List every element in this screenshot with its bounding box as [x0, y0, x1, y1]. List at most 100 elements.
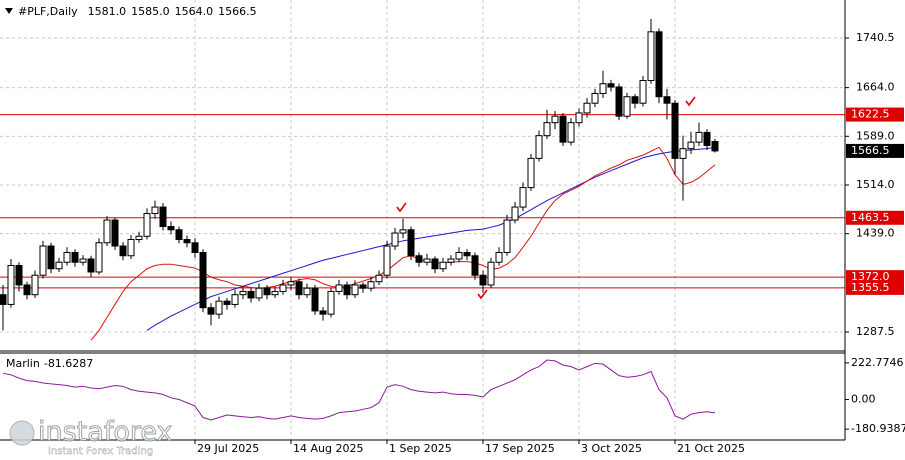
candle-body [455, 252, 463, 260]
candle-body [111, 219, 119, 247]
candle-body [263, 287, 271, 296]
x-tick-label: 3 Oct 2025 [581, 442, 642, 455]
candle-body [175, 229, 183, 241]
candle-body [87, 258, 95, 273]
candle-body [23, 284, 31, 296]
candle-body [343, 284, 351, 296]
tagline: Instant Forex Trading [48, 446, 153, 457]
moving-average [90, 146, 716, 341]
candle-body [223, 300, 231, 305]
candle-body [519, 187, 527, 208]
menu-triangle[interactable] [5, 8, 13, 14]
candle-body [167, 226, 175, 231]
candle-body [647, 31, 655, 81]
candle-body [239, 290, 247, 296]
watermark: instaforex Instant Forex Trading [9, 416, 173, 457]
checkmark [396, 202, 407, 213]
y-tick-label: 1287.5 [856, 325, 895, 338]
candle-body [639, 79, 647, 104]
candle-body [119, 245, 127, 257]
candle-body [39, 245, 47, 276]
candle-body [359, 284, 367, 289]
candle-body [303, 287, 311, 296]
y-tick-label: 1439.0 [856, 227, 895, 240]
candle-body [607, 83, 615, 88]
y-tick-label: 222.7746 [851, 356, 904, 369]
candle-body [703, 131, 711, 146]
level-label: 1355.5 [851, 281, 890, 294]
candle-body [423, 258, 431, 263]
candle-body [295, 281, 303, 296]
y-tick-label: -180.9387 [851, 422, 905, 435]
level-tag [846, 280, 904, 295]
candle-body [535, 135, 543, 159]
candle-body [247, 290, 255, 299]
candle-body [687, 141, 695, 150]
oscillator-line [2, 359, 716, 421]
candle-body [351, 284, 359, 296]
candle-body [143, 213, 151, 237]
candle-body [383, 245, 391, 276]
candle-body [367, 281, 375, 289]
candle-body [679, 148, 687, 159]
candle-body [319, 310, 327, 315]
candle-body [447, 258, 455, 263]
candle-body [71, 252, 79, 263]
candle-body [399, 229, 407, 234]
candle-body [215, 300, 223, 315]
candle-body [255, 287, 263, 299]
candle-body [583, 102, 591, 114]
candle-body [599, 83, 607, 94]
x-tick-label: 29 Jul 2025 [197, 442, 259, 455]
candle-body [663, 96, 671, 104]
y-tick-label: 1514.0 [856, 178, 895, 191]
candle-body [7, 264, 15, 305]
candle-body [591, 92, 599, 104]
moving-average [146, 146, 716, 331]
candle-body [287, 281, 295, 286]
candle-body [615, 86, 623, 117]
x-tick-label: 14 Aug 2025 [293, 442, 363, 455]
level-tag [846, 210, 904, 225]
y-tick-label: 1740.5 [856, 31, 895, 44]
level-tag [846, 270, 904, 285]
candle-body [159, 206, 167, 228]
candle-body [695, 131, 703, 143]
candle-body [135, 235, 143, 241]
candle-body [527, 157, 535, 189]
level-label: 1463.5 [851, 211, 890, 224]
candle-body [191, 242, 199, 254]
candle-body [671, 102, 679, 159]
candle-body [231, 294, 239, 305]
x-tick-label: 21 Oct 2025 [677, 442, 745, 455]
candle-body [127, 239, 135, 257]
candle-body [511, 206, 519, 221]
level-label: 1372.0 [851, 270, 890, 283]
candle-body [407, 229, 415, 257]
candle-body [327, 290, 335, 315]
candle-body [183, 239, 191, 244]
candle-body [151, 206, 159, 215]
candle-body [439, 261, 447, 270]
candle-body [503, 219, 511, 254]
current-price-tag [846, 143, 904, 158]
chart-title: #PLF,Daily 1581.0 1585.0 1564.0 1566.5 [18, 5, 257, 18]
candle-body [655, 31, 663, 98]
brand: instaforex [38, 417, 172, 448]
level-label: 1622.5 [851, 108, 890, 121]
checkmark [685, 96, 696, 107]
candle-body [479, 274, 487, 286]
x-tick-label: 1 Sep 2025 [389, 442, 452, 455]
logo-icon [9, 420, 35, 446]
candle-body [567, 122, 575, 143]
candle-body [463, 252, 471, 257]
candle-body [415, 255, 423, 263]
candle-body [551, 115, 559, 124]
indicator-label: Marlin -81.6287 [6, 357, 93, 370]
candle-body [63, 252, 71, 263]
candle-body [311, 287, 319, 312]
candle-body [95, 242, 103, 273]
candle-body [79, 258, 87, 263]
